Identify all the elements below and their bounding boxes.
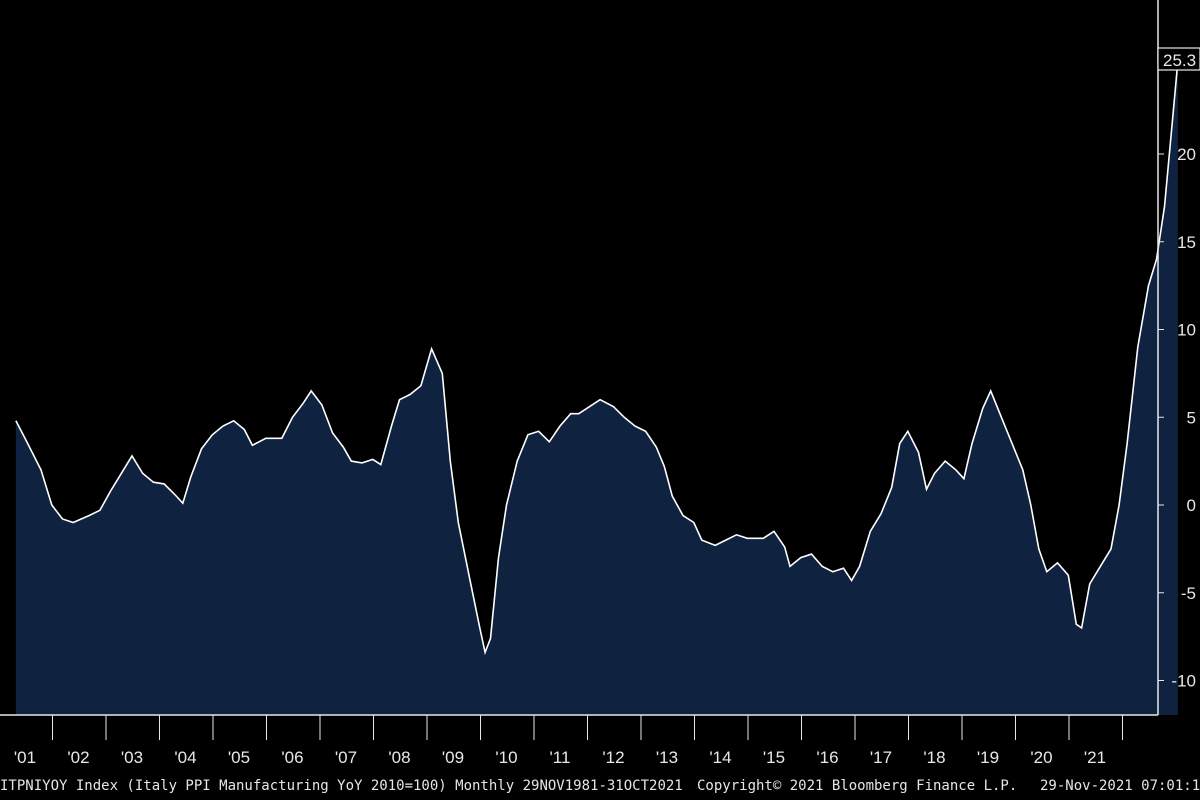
x-tick-label: '14: [709, 748, 731, 767]
footer-description: ITPNIYOY Index (Italy PPI Manufacturing …: [0, 778, 683, 794]
ppi-chart: '01 '02 '03 '04 '05 '06 '07 '08 '09 '10 '11 '12 '13 '…: [0, 0, 1200, 767]
y-tick-label: 0: [1187, 496, 1196, 515]
x-tick-label: '12: [602, 748, 624, 767]
x-tick-label: '21: [1084, 748, 1106, 767]
series-area-fill: [15, 61, 1178, 715]
y-tick-label: 15: [1177, 233, 1196, 252]
x-tick-label: '18: [923, 748, 945, 767]
footer-timestamp: 29-Nov-2021 07:01:14: [1040, 778, 1200, 794]
x-tick-label: '03: [121, 748, 143, 767]
y-tick-label: -5: [1181, 584, 1196, 603]
y-tick-label: 5: [1187, 408, 1196, 427]
last-value-marker: 25.3: [1157, 47, 1200, 71]
chart-footer: ITPNIYOY Index (Italy PPI Manufacturing …: [0, 775, 1200, 800]
y-tick-label: 10: [1177, 321, 1196, 340]
y-tick-label: 20: [1177, 145, 1196, 164]
x-tick-label: '17: [870, 748, 892, 767]
x-tick-label: '11: [550, 748, 571, 767]
y-tick-label: -10: [1171, 672, 1196, 691]
x-tick-label: '06: [281, 748, 303, 767]
x-tick-label: '07: [335, 748, 357, 767]
x-tick-label: '16: [816, 748, 838, 767]
series-line: [15, 60, 1179, 656]
x-tick-label: '10: [495, 748, 517, 767]
x-tick-label: '09: [442, 748, 464, 767]
x-tick-label: '05: [228, 748, 250, 767]
x-tick-label: '19: [977, 748, 999, 767]
y-axis-ticks: -10 -5 0 5 10 15 20: [1158, 65, 1196, 691]
x-tick-label: '15: [763, 748, 785, 767]
x-tick-label: '20: [1030, 748, 1052, 767]
x-axis-ticks: '01 '02 '03 '04 '05 '06 '07 '08 '09 '10 '11 '12 '13 '…: [14, 715, 1123, 767]
x-tick-label: '01: [14, 748, 36, 767]
x-tick-label: '13: [656, 748, 678, 767]
x-tick-label: '02: [67, 748, 89, 767]
x-tick-label: '04: [174, 748, 196, 767]
footer-copyright: Copyright© 2021 Bloomberg Finance L.P.: [697, 778, 1018, 794]
last-value-label: 25.3: [1163, 51, 1196, 70]
x-tick-label: '08: [388, 748, 410, 767]
